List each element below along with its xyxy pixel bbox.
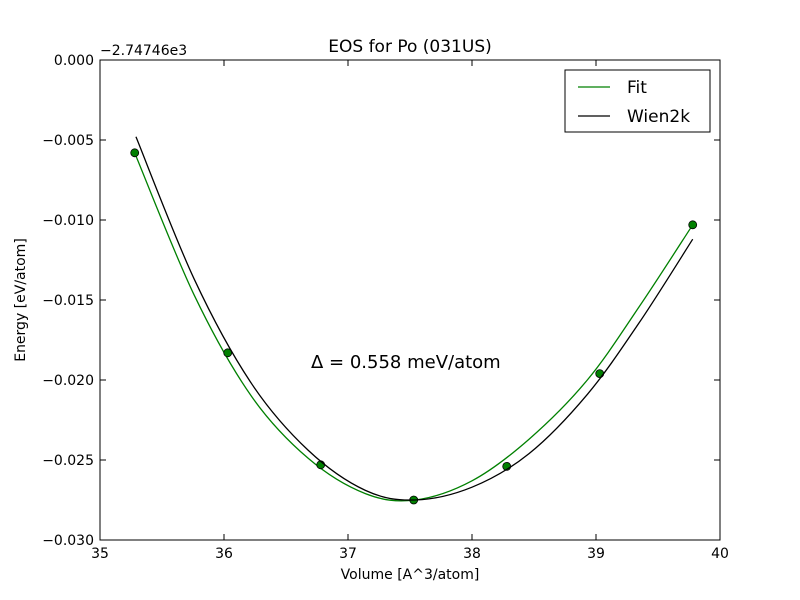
delta-annotation: Δ = 0.558 meV/atom bbox=[311, 352, 501, 373]
y-tick-label: −0.030 bbox=[42, 533, 94, 549]
series-layer bbox=[130, 136, 698, 505]
x-axis-label: Volume [A^3/atom] bbox=[341, 567, 480, 583]
x-tick-label: 35 bbox=[91, 546, 109, 562]
legend-wien2k-label: Wien2k bbox=[627, 107, 690, 127]
y-tick-label: −0.020 bbox=[42, 373, 94, 389]
legend-box bbox=[564, 69, 711, 133]
legend-fit-label: Fit bbox=[627, 78, 647, 98]
chart-title: EOS for Po (031US) bbox=[328, 37, 492, 57]
data-point bbox=[595, 369, 605, 379]
y-axis-label: Energy [eV/atom] bbox=[13, 238, 29, 362]
legend: Fit Wien2k bbox=[564, 69, 711, 133]
wien2k-curve bbox=[135, 136, 694, 501]
x-tick-label: 36 bbox=[215, 546, 233, 562]
y-tick-label: 0.000 bbox=[54, 53, 94, 69]
x-tick-label: 40 bbox=[711, 546, 729, 562]
y-tick-label: −0.005 bbox=[42, 133, 94, 149]
x-tick-label: 39 bbox=[587, 546, 605, 562]
y-tick-label: −0.010 bbox=[42, 213, 94, 229]
data-point bbox=[130, 148, 140, 158]
data-point bbox=[688, 220, 698, 230]
ticks-layer: 35 36 37 38 39 40 0.000 −0.005 −0.010 −0.015 −0.02… bbox=[42, 53, 729, 562]
y-offset-label: −2.74746e3 bbox=[100, 43, 187, 59]
x-tick-label: 37 bbox=[339, 546, 357, 562]
x-tick-label: 38 bbox=[463, 546, 481, 562]
y-tick-label: −0.015 bbox=[42, 293, 94, 309]
y-tick-label: −0.025 bbox=[42, 453, 94, 469]
